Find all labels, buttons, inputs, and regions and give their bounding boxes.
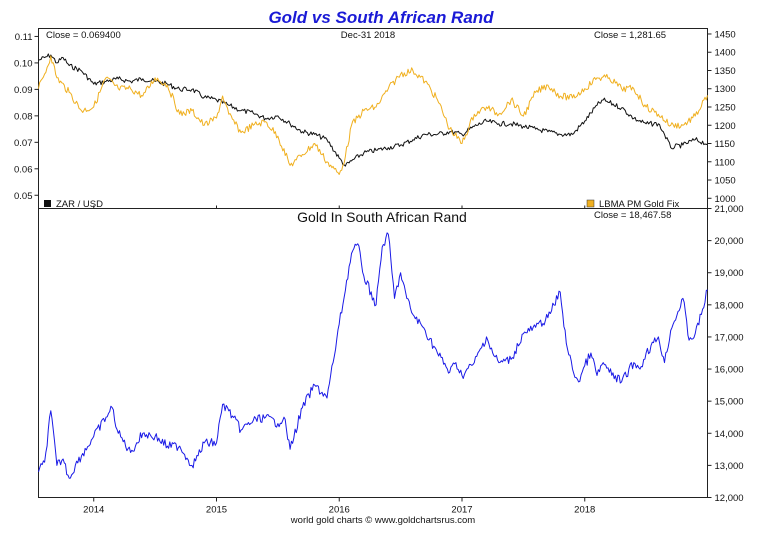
credit-text: world gold charts © www.goldchartsrus.co… (290, 515, 475, 526)
right-tick-label: 1250 (715, 102, 736, 113)
zar-close-annotation: Close = 0.069400 (46, 30, 121, 41)
right-tick-label: 1450 (715, 29, 736, 40)
y-tick-label: 14,000 (715, 429, 744, 440)
y-tick-label: 21,000 (715, 204, 744, 215)
left-tick-label: 0.07 (14, 138, 33, 149)
y-tick-label: 12,000 (715, 493, 744, 504)
zar-legend-swatch (44, 200, 51, 207)
right-tick-label: 1000 (715, 194, 736, 205)
gold-in-rand-line (38, 232, 708, 479)
zar-usd-line (38, 53, 708, 167)
right-tick-label: 1050 (715, 176, 736, 187)
right-tick-label: 1100 (715, 157, 735, 168)
left-tick-label: 0.06 (14, 164, 33, 175)
x-tick-label: 2016 (329, 505, 350, 516)
right-tick-label: 1300 (715, 84, 736, 95)
gold-close-annotation: Close = 1,281.65 (594, 30, 666, 41)
left-tick-label: 0.11 (15, 32, 33, 43)
right-tick-label: 1150 (715, 139, 735, 150)
date-annotation: Dec-31 2018 (341, 30, 395, 41)
x-tick-label: 2017 (451, 505, 472, 516)
top-panel-frame (38, 28, 708, 209)
x-tick-label: 2014 (83, 505, 104, 516)
rand-gold-close-annotation: Close = 18,467.58 (594, 210, 671, 221)
x-tick-label: 2018 (574, 505, 595, 516)
series-layer (38, 53, 708, 479)
gold-legend-label: LBMA PM Gold Fix (599, 199, 679, 210)
left-tick-label: 0.10 (14, 58, 33, 69)
right-tick-label: 1400 (715, 48, 736, 59)
left-tick-label: 0.08 (14, 111, 33, 122)
y-tick-label: 20,000 (715, 236, 744, 247)
right-tick-label: 1200 (715, 121, 736, 132)
right-tick-label: 1350 (715, 66, 736, 77)
y-tick-label: 17,000 (715, 332, 744, 343)
axes-layer: 0.11 0.10 0.09 0.08 0.07 0.06 0.05 1450 1400 1350… (14, 29, 744, 515)
gold-legend-swatch (586, 199, 595, 208)
y-tick-label: 16,000 (715, 365, 744, 376)
left-tick-label: 0.09 (14, 85, 33, 96)
zar-legend-label: ZAR / USD (56, 199, 103, 210)
left-tick-label: 0.05 (14, 191, 33, 202)
x-tick-label: 2015 (206, 505, 227, 516)
bottom-panel-title: Gold In South African Rand (297, 209, 467, 225)
y-tick-label: 13,000 (715, 461, 744, 472)
lbma-gold-line (38, 55, 708, 175)
y-tick-label: 18,000 (715, 300, 744, 311)
chart-title: Gold vs South African Rand (268, 8, 494, 27)
bottom-panel-frame (38, 208, 708, 498)
y-tick-label: 19,000 (715, 268, 744, 279)
y-tick-label: 15,000 (715, 397, 744, 408)
